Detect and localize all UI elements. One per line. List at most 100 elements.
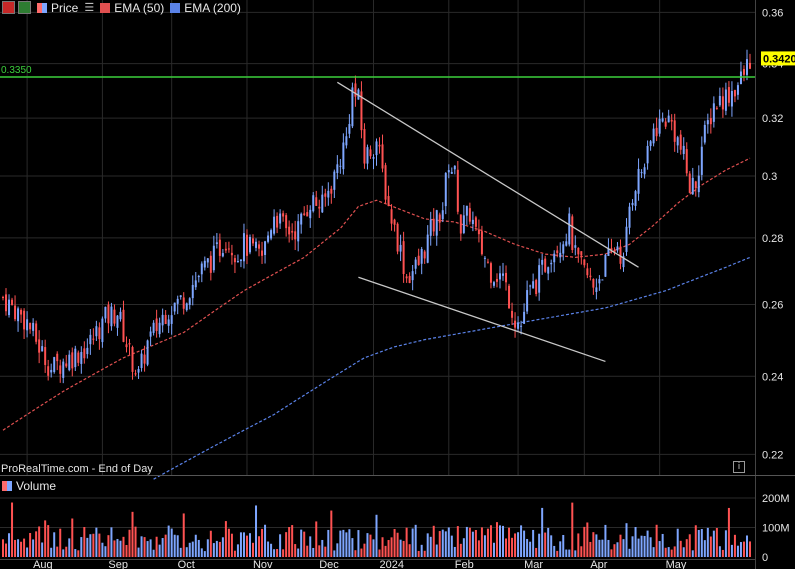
candle-body (465, 205, 468, 216)
candle-body (47, 366, 50, 376)
candle-body (101, 318, 104, 343)
candle-body (221, 253, 224, 257)
candle-body (438, 214, 441, 223)
candle-body (197, 276, 200, 278)
candle-body (441, 210, 444, 220)
candle-body (239, 259, 242, 262)
info-icon[interactable]: i (733, 461, 745, 473)
candle-body (718, 95, 721, 106)
volume-bar (2, 539, 4, 557)
candle-body (17, 308, 20, 322)
candle-body (83, 348, 86, 359)
candle-body (538, 265, 541, 293)
candle-body (267, 235, 270, 242)
up-arrow-icon[interactable] (18, 1, 31, 14)
candle-body (393, 219, 396, 225)
volume-bar (601, 539, 604, 557)
legend-price[interactable]: Price (37, 1, 78, 15)
legend-ema200[interactable]: EMA (200) (170, 1, 241, 15)
candle-body (218, 239, 221, 256)
candle-body (363, 129, 366, 164)
volume-bar (468, 527, 471, 557)
volume-bar (538, 533, 541, 557)
candle-body (432, 218, 435, 232)
volume-bar (221, 537, 224, 557)
candle-body (634, 191, 637, 206)
volume-bar (749, 541, 751, 557)
volume-bar (351, 538, 354, 557)
candle-body (44, 347, 47, 365)
candle-body (306, 212, 309, 217)
volume-bar (245, 535, 248, 557)
volume-bar (276, 549, 279, 557)
volume-bar (402, 540, 405, 557)
candle-body (270, 230, 273, 239)
volume-bar (128, 529, 131, 557)
candle-body (474, 217, 477, 227)
volume-tick-label: 200M (762, 493, 790, 505)
volume-bar (267, 541, 270, 557)
volume-bar (670, 549, 673, 557)
volume-bar (77, 550, 80, 557)
candle-body (242, 233, 245, 262)
volume-bar (414, 524, 417, 557)
candle-body (161, 314, 164, 326)
volume-bar (41, 542, 44, 557)
volume-bar (348, 529, 351, 557)
last-price-tag (761, 51, 795, 66)
legend-ema50[interactable]: EMA (50) (100, 1, 164, 15)
candle-body (667, 115, 670, 123)
candle-body (399, 244, 402, 252)
price-tick-label: 0.24 (762, 371, 783, 383)
candle-body (23, 310, 26, 330)
volume-bar (559, 541, 562, 557)
candle-body (92, 338, 95, 340)
volume-bar (682, 547, 685, 557)
volume-bar (571, 502, 574, 557)
time-tick-label: Oct (178, 559, 195, 569)
candle-body (556, 250, 559, 254)
candle-body (203, 260, 206, 268)
price-axis: 0.220.240.260.280.30.320.340.360.3420 (755, 0, 795, 569)
candle-body (206, 258, 209, 263)
candle-body (706, 120, 709, 125)
volume-bar (381, 537, 384, 557)
candle-body (2, 297, 4, 299)
candle-body (41, 346, 44, 352)
last-price-label: 0.3420 (763, 53, 795, 65)
volume-bar (188, 542, 191, 557)
candle-body (405, 276, 408, 279)
candle-body (685, 149, 688, 174)
volume-bar (520, 525, 523, 557)
candle-body (495, 278, 498, 282)
down-arrow-icon[interactable] (2, 1, 15, 14)
volume-bar (185, 547, 188, 557)
volume-bar (74, 549, 77, 557)
volume-bar (384, 545, 387, 557)
volume-bar (739, 542, 742, 557)
candle-body (721, 96, 724, 110)
candle-body (483, 257, 486, 259)
volume-bar (164, 534, 167, 557)
volume-bar (95, 527, 98, 557)
volume-bar (227, 528, 230, 557)
candle-body (396, 223, 399, 252)
candle-body (628, 206, 631, 228)
menu-icon[interactable]: ☰ (84, 2, 95, 14)
candle-body (107, 304, 110, 324)
candle-body (38, 339, 41, 353)
volume-bar (565, 549, 568, 557)
volume-bar (197, 539, 200, 557)
legend-settings[interactable]: ☰ (84, 1, 94, 14)
volume-bars: 200M 100M 0 (0, 475, 795, 564)
volume-bar (107, 535, 110, 557)
volume-bar (32, 539, 35, 557)
candle-body (20, 309, 23, 315)
candle-body (619, 246, 622, 264)
volume-bar (574, 550, 577, 557)
candle-body (128, 343, 131, 345)
volume-bar (435, 544, 438, 557)
candle-body (273, 216, 276, 234)
candle-body (580, 251, 583, 256)
volume-bar (68, 538, 71, 557)
